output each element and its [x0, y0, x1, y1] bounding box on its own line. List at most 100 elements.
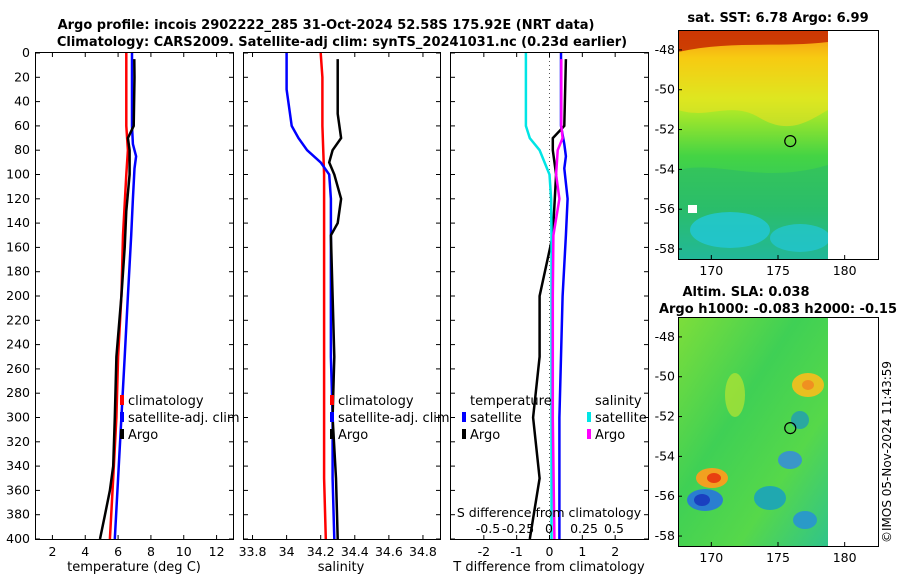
x-tick-label: 2 [611, 544, 619, 559]
figure-title-line1: Argo profile: incois 2902222_285 31-Oct-… [58, 18, 595, 33]
sla-map-frame [678, 317, 879, 547]
sla-map-ticks: -48 -50 -52 -54 -56 -58 170 175 180 [655, 329, 857, 565]
legend-swatch-climatology [120, 395, 124, 405]
salinity-series-group [285, 52, 343, 540]
salinity-argo-line [327, 59, 343, 540]
x-tick-label: 34 [279, 544, 295, 559]
s-top-tick: 0 [545, 521, 553, 536]
temperature-axis-ticks: 2 4 6 8 10 12 [48, 53, 225, 559]
latitude-tick-label: -50 [655, 82, 675, 97]
legend-label: Argo [128, 428, 158, 443]
temperature-argo-line [98, 59, 136, 540]
sst-warm-patch [678, 30, 828, 127]
depth-tick-label: 160 [6, 239, 30, 254]
latitude-tick-label: -48 [655, 329, 675, 344]
legend-swatch-climatology [330, 395, 334, 405]
legend-label: climatology [128, 394, 204, 409]
difference-series-group [524, 53, 569, 540]
legend-title-salinity: salinity [595, 394, 642, 409]
s-diff-argo-line [551, 59, 564, 540]
x-tick-label: -1 [510, 544, 522, 559]
legend-title-temperature: temperature [470, 394, 552, 409]
depth-tick-label: 300 [6, 410, 30, 425]
sst-map-frame [678, 30, 879, 260]
x-tick-label: 34.4 [341, 544, 369, 559]
sst-map-ticks: -48 -50 -52 -54 -56 -58 170 175 180 [655, 42, 857, 278]
depth-tick-label: 120 [6, 191, 30, 206]
depth-tick-label: 20 [14, 69, 30, 84]
difference-axis-ticks: -2 -1 0 1 2 [478, 53, 619, 559]
temperature-axis-label: temperature (deg C) [67, 560, 201, 575]
s-diff-satellite-line [524, 53, 553, 539]
sst-map-title: sat. SST: 6.78 Argo: 6.99 [687, 11, 868, 26]
legend-label: Argo [595, 428, 625, 443]
temperature-satellite-clim-line [113, 53, 138, 540]
x-tick-label: 6 [114, 544, 122, 559]
sla-map [678, 317, 879, 547]
x-tick-label: 10 [176, 544, 192, 559]
depth-tick-label: 340 [6, 458, 30, 473]
depth-tick-label: 40 [14, 94, 30, 109]
depth-tick-label: 240 [6, 337, 30, 352]
s-top-tick: -0.25 [502, 521, 534, 536]
difference-axis-label: T difference from climatology [452, 560, 645, 575]
depth-tick-label: 380 [6, 507, 30, 522]
longitude-tick-label: 170 [699, 263, 723, 278]
depth-tick-label: 140 [6, 215, 30, 230]
legend-label: Argo [470, 428, 500, 443]
sst-map [678, 30, 879, 260]
legend-swatch-t-argo [462, 429, 466, 439]
sla-low-patch [793, 511, 817, 529]
sla-high-core [707, 473, 721, 483]
longitude-tick-label: 180 [833, 550, 857, 565]
sla-map-title: Altim. SLA: 0.038 [683, 285, 810, 300]
figure-title-line2: Climatology: CARS2009. Satellite-adj cli… [57, 35, 627, 50]
latitude-tick-label: -54 [655, 448, 675, 463]
salinity-axis-ticks: 33.8 34 34.2 34.4 34.6 34.8 [239, 53, 437, 559]
s-top-tick: 0.25 [570, 521, 598, 536]
imos-watermark: ©IMOS 05-Nov-2024 11:43:59 [880, 360, 894, 543]
depth-tick-label: 320 [6, 434, 30, 449]
temperature-legend: climatology satellite-adj. clim Argo [120, 394, 240, 443]
x-tick-label: 33.8 [239, 544, 267, 559]
s-top-tick: -0.5 [476, 521, 500, 536]
latitude-tick-label: -58 [655, 241, 675, 256]
depth-axis-ticks: 0 20 40 60 80 100 120 140 160 180 200 220 240 260 280 3… [6, 45, 648, 546]
longitude-tick-label: 175 [766, 550, 790, 565]
salinity-climatology-line [319, 52, 328, 540]
x-tick-label: 34.2 [307, 544, 335, 559]
depth-tick-label: 60 [14, 118, 30, 133]
difference-panel-frame [450, 52, 649, 540]
salinity-legend: climatology satellite-adj. clim Argo [330, 394, 450, 443]
depth-tick-label: 220 [6, 312, 30, 327]
sst-cold-patch [770, 224, 828, 252]
latitude-tick-label: -54 [655, 161, 675, 176]
sst-missing-data [688, 205, 697, 213]
argo-position-marker [784, 422, 797, 435]
legend-label: satellite [470, 411, 522, 426]
legend-swatch-t-satellite [462, 412, 466, 422]
legend-label: Argo [338, 428, 368, 443]
sla-map-subtitle: Argo h1000: -0.083 h2000: -0.15 [659, 302, 897, 317]
depth-tick-label: 400 [6, 531, 30, 546]
latitude-tick-label: -56 [655, 488, 675, 503]
x-tick-label: 0 [546, 544, 554, 559]
s-difference-axis-label: S difference from climatology [457, 505, 642, 520]
longitude-tick-label: 170 [699, 550, 723, 565]
difference-legend: temperature satellite Argo salinity sate… [462, 394, 647, 443]
sla-high-patch [725, 373, 745, 417]
latitude-tick-label: -56 [655, 201, 675, 216]
legend-label: satellite-adj. clim [128, 411, 240, 426]
sla-low-patch [791, 411, 809, 429]
legend-swatch-satellite [120, 412, 124, 422]
depth-tick-label: 180 [6, 264, 30, 279]
sla-low-core [694, 494, 710, 506]
legend-label: climatology [338, 394, 414, 409]
legend-swatch-argo [330, 429, 334, 439]
legend-swatch-satellite [330, 412, 334, 422]
depth-tick-label: 100 [6, 167, 30, 182]
longitude-tick-label: 180 [833, 263, 857, 278]
sla-low-patch [754, 486, 786, 510]
depth-tick-label: 200 [6, 288, 30, 303]
longitude-tick-label: 175 [766, 263, 790, 278]
